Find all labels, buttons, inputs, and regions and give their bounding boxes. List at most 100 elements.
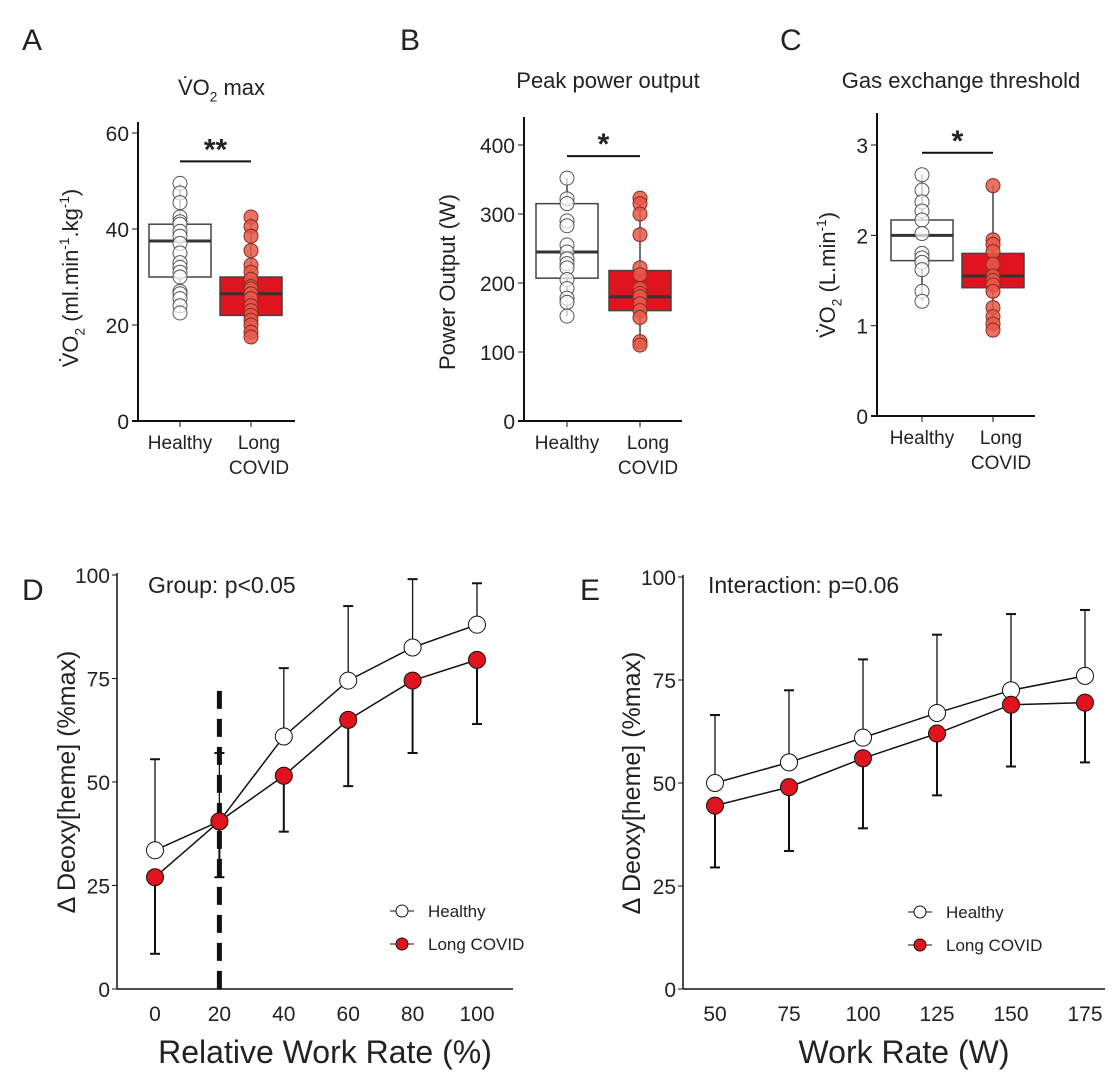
legend-label-healthy: Healthy — [946, 903, 1004, 922]
data-point — [632, 310, 648, 325]
data-point — [243, 329, 259, 345]
legend-label-long-covid: Long COVID — [428, 935, 524, 954]
data-point-long-covid — [210, 812, 229, 831]
data-point-long-covid — [468, 650, 486, 669]
data-point-healthy — [339, 671, 358, 690]
chart-title-b-part: Peak power output — [516, 68, 699, 93]
chart-title-a: V̇O2 max — [178, 75, 265, 105]
y-tick-label: 100 — [75, 565, 110, 588]
chart-title-a-part: V̇O — [178, 75, 210, 100]
x-tick-label: 100 — [459, 1003, 494, 1026]
data-point — [914, 167, 930, 183]
x-tick-label: 80 — [401, 1003, 424, 1026]
legend-marker-long-covid — [913, 938, 927, 952]
x-tick-label: Long — [980, 428, 1022, 449]
y-axis-label-e: Δ Deoxy[heme] (%max) — [618, 652, 646, 915]
data-point-healthy — [928, 703, 946, 722]
y-tick-label: 0 — [856, 406, 868, 429]
data-point-long-covid — [706, 796, 724, 815]
y-axis-label-d: Δ Deoxy[heme] (%max) — [53, 651, 81, 914]
data-point — [985, 322, 1001, 338]
data-point-long-covid — [403, 671, 422, 690]
y-tick-label: 20 — [106, 315, 129, 338]
data-point-healthy — [780, 753, 798, 772]
data-point-healthy — [854, 728, 872, 747]
y-tick-label: 400 — [480, 135, 515, 158]
data-point-healthy — [468, 615, 486, 634]
y-axis-label-a-part: -1 — [57, 196, 72, 208]
chart-title-a-part: 2 — [210, 90, 218, 105]
data-point — [632, 267, 648, 283]
x-tick-label: 0 — [149, 1003, 161, 1026]
data-point — [559, 218, 575, 234]
x-tick-label: COVID — [971, 453, 1031, 474]
x-tick-label: Healthy — [535, 433, 600, 454]
panel-label-a: A — [22, 24, 42, 57]
data-point — [914, 293, 930, 309]
data-point — [632, 337, 648, 353]
y-tick-label: 3 — [856, 135, 868, 158]
y-tick-label: 50 — [653, 773, 676, 796]
data-point — [632, 227, 648, 243]
legend-marker-long-covid — [395, 937, 409, 951]
x-tick-label: 60 — [337, 1003, 360, 1026]
x-tick-label: 75 — [777, 1003, 800, 1026]
legend-label-long-covid: Long COVID — [946, 936, 1042, 955]
chart-title-a-part: max — [217, 75, 265, 100]
legend-marker-healthy — [395, 904, 409, 918]
y-axis-label-b: Power Output (W) — [435, 194, 460, 370]
data-point — [559, 196, 575, 212]
y-axis-label-c-part: ) — [815, 212, 840, 219]
y-axis-label-c: V̇O2 (L.min-1) — [814, 212, 844, 338]
x-tick-label: 150 — [993, 1003, 1028, 1026]
legend-label-healthy: Healthy — [428, 902, 486, 921]
data-point — [632, 206, 648, 222]
data-point — [985, 244, 1001, 260]
y-tick-label: 0 — [503, 411, 515, 434]
x-tick-label: 125 — [919, 1003, 954, 1026]
data-point-long-covid — [928, 724, 946, 743]
data-point — [914, 212, 930, 228]
data-point — [172, 269, 188, 285]
y-tick-label: 200 — [480, 273, 515, 296]
chart-title-c-part: Gas exchange threshold — [842, 68, 1081, 93]
x-tick-label: COVID — [229, 458, 289, 479]
series-line-long-covid — [714, 701, 1086, 807]
x-axis-label-d: Relative Work Rate (%) — [158, 1034, 492, 1070]
y-tick-label: 0 — [664, 979, 676, 1002]
y-axis-label-a-part: V̇O — [58, 335, 83, 367]
y-axis-label-c-part: V̇O — [815, 306, 840, 338]
data-point — [914, 262, 930, 278]
y-axis-label-c-part: -1 — [814, 219, 829, 231]
data-point — [559, 170, 575, 186]
data-point-healthy — [403, 638, 422, 657]
data-point — [914, 226, 930, 242]
x-tick-label: Healthy — [890, 428, 955, 449]
data-point-long-covid — [1076, 693, 1094, 712]
chart-title-b: Peak power output — [516, 68, 699, 93]
data-point — [985, 283, 1001, 299]
y-tick-label: 100 — [641, 567, 676, 590]
x-tick-label: 40 — [272, 1003, 295, 1026]
data-point — [243, 228, 259, 244]
y-tick-label: 25 — [87, 876, 110, 899]
chart-title-c: Gas exchange threshold — [842, 68, 1081, 93]
x-tick-label: 175 — [1067, 1003, 1102, 1026]
data-point-healthy — [146, 841, 164, 860]
y-tick-label: 0 — [117, 411, 129, 434]
data-point — [172, 305, 188, 321]
significance-marker: ** — [204, 133, 228, 166]
y-tick-label: 75 — [653, 670, 676, 693]
data-point-healthy — [274, 727, 293, 746]
y-axis-label-a-part: .kg — [58, 208, 83, 237]
x-tick-label: Healthy — [148, 433, 213, 454]
y-tick-label: 75 — [87, 669, 110, 692]
y-axis-label-a-part: 2 — [73, 328, 88, 336]
y-axis-label-c-part: (L.min — [815, 231, 840, 298]
data-point-long-covid — [854, 749, 872, 768]
y-axis-label-b-part: Power Output (W) — [435, 194, 460, 370]
data-point-long-covid — [780, 778, 798, 797]
x-tick-label: Long — [627, 433, 669, 454]
data-point-long-covid — [1002, 695, 1020, 714]
significance-marker: * — [598, 128, 610, 161]
